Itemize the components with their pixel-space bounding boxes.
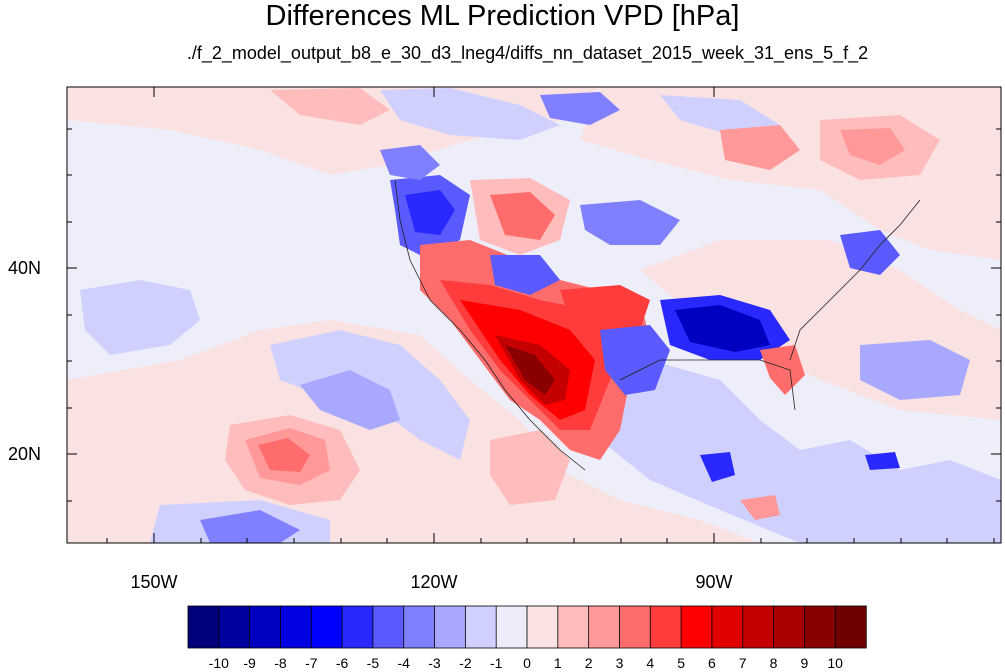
colorbar-box bbox=[280, 605, 312, 649]
colorbar bbox=[187, 605, 867, 649]
gulf-blue-band bbox=[560, 360, 1001, 543]
pacific-northwest-blue-core bbox=[405, 190, 455, 235]
colorbar-box bbox=[803, 605, 836, 649]
colorbar-box bbox=[834, 605, 867, 649]
pacific-red-blob-core bbox=[258, 438, 310, 472]
colorbar-tick-label: -7 bbox=[305, 655, 318, 671]
colorbar-tick-label: 9 bbox=[800, 655, 809, 671]
midwest-blue bbox=[580, 200, 680, 245]
colorbar-box bbox=[218, 605, 251, 649]
atlantic-blue-patch bbox=[860, 340, 970, 400]
colorbar-box bbox=[495, 605, 528, 649]
colorbar-tick-label: -8 bbox=[274, 655, 287, 671]
canada-red-patch bbox=[720, 125, 800, 170]
colorbar-box bbox=[742, 605, 775, 649]
colorbar-box bbox=[680, 605, 713, 649]
lon-label-150w: 150W bbox=[130, 572, 178, 592]
lat-ticks-right bbox=[991, 128, 1001, 502]
colorbar-box bbox=[187, 605, 220, 649]
florida-red bbox=[760, 345, 805, 395]
mexico-coast-red bbox=[490, 430, 570, 505]
colorbar-box bbox=[249, 605, 282, 649]
lon-label-90w: 90W bbox=[695, 572, 733, 592]
colorbar-box bbox=[773, 605, 806, 649]
colorbar-tick-label: 4 bbox=[646, 655, 655, 671]
coastline bbox=[394, 179, 921, 471]
canada-mid-blue bbox=[540, 92, 620, 125]
colorbar-tick-label: 1 bbox=[553, 655, 562, 671]
colorbar-box bbox=[588, 605, 621, 649]
southern-mid-blue bbox=[200, 510, 300, 543]
colorbar-tick-label: 5 bbox=[677, 655, 685, 671]
colorbar-box bbox=[649, 605, 682, 649]
colorbar-tick-label: 3 bbox=[615, 655, 624, 671]
colorbar-box bbox=[341, 605, 374, 649]
colorbar-box bbox=[711, 605, 744, 649]
northeast-blue bbox=[840, 230, 900, 275]
caribbean-red bbox=[740, 495, 780, 520]
colorbar-tick-label: -6 bbox=[335, 655, 349, 671]
colorbar-tick-label: 2 bbox=[584, 655, 593, 671]
southwest-darkest-red bbox=[505, 345, 555, 395]
lat-ticks-left bbox=[67, 128, 77, 502]
caribbean-blue-1 bbox=[700, 452, 735, 482]
colorbar-box bbox=[403, 605, 436, 649]
colorbar-box bbox=[310, 605, 343, 649]
pacific-mid-blue bbox=[300, 370, 400, 430]
plains-blue-patch bbox=[490, 255, 560, 295]
lat-label-40n: 40N bbox=[8, 258, 42, 278]
caribbean-blue-2 bbox=[865, 452, 900, 470]
colorbar-tick-label: 0 bbox=[523, 655, 531, 671]
colorbar-tick-label: -2 bbox=[459, 655, 472, 671]
colorbar-tick-label: 10 bbox=[827, 655, 843, 671]
lon-ticks-bottom bbox=[106, 533, 995, 543]
colorbar-tick-label: -9 bbox=[243, 655, 256, 671]
colorbar-tick-label: -1 bbox=[489, 655, 503, 671]
alaska-blue bbox=[380, 88, 560, 140]
colorbar-tick-label: -3 bbox=[428, 655, 441, 671]
lat-label-20n: 20N bbox=[8, 444, 42, 464]
pacific-blue-patch bbox=[80, 280, 200, 355]
colorbar-tick-label: 8 bbox=[769, 655, 778, 671]
difference-field bbox=[67, 87, 1001, 543]
southeast-blue-core bbox=[675, 305, 770, 352]
texas-panhandle-red bbox=[560, 285, 650, 335]
colorbar-box bbox=[372, 605, 405, 649]
canada-red-core-east bbox=[840, 128, 905, 165]
colorbar-box bbox=[619, 605, 651, 649]
texas-blue bbox=[600, 325, 670, 395]
colorbar-tick-label: -4 bbox=[397, 655, 410, 671]
colorbar-tick-label: -5 bbox=[366, 655, 380, 671]
colorbar-box bbox=[526, 605, 559, 649]
alaska-red bbox=[270, 88, 390, 125]
colorbar-box bbox=[434, 605, 467, 649]
colorbar-tick-label: 6 bbox=[707, 655, 716, 671]
rockies-red-core bbox=[490, 192, 555, 240]
colorbar-box bbox=[557, 605, 590, 649]
colorbar-tick-label: 7 bbox=[738, 655, 747, 671]
colorbar-box bbox=[464, 605, 497, 649]
colorbar-tick-label: -10 bbox=[208, 655, 229, 671]
lon-label-120w: 120W bbox=[410, 572, 458, 592]
bc-blue bbox=[380, 145, 440, 180]
lon-ticks-top bbox=[153, 87, 715, 97]
map-subtitle: ./f_2_model_output_b8_e_30_d3_lneg4/diff… bbox=[186, 43, 869, 63]
canada-blue-patch bbox=[660, 95, 780, 135]
map-title: Differences ML Prediction VPD [hPa] bbox=[265, 0, 740, 32]
